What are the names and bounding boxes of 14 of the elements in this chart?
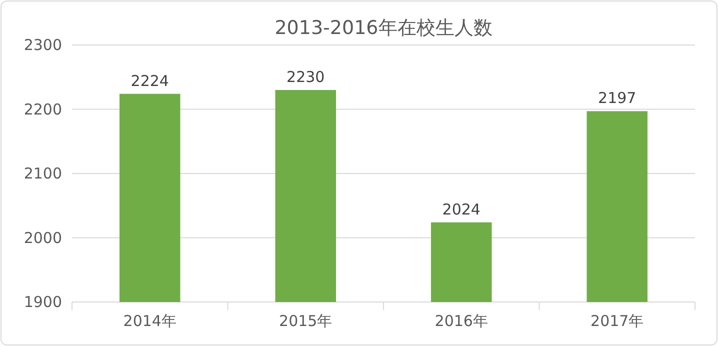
x-tick-label: 2017年 bbox=[590, 312, 644, 330]
data-label: 2230 bbox=[286, 68, 325, 86]
x-tick-label: 2014年 bbox=[123, 312, 176, 330]
chart-title: 2013-2016年在校生人数 bbox=[274, 17, 492, 39]
data-label: 2197 bbox=[598, 89, 636, 108]
data-label: 2224 bbox=[130, 72, 169, 90]
x-tick-label: 2016年 bbox=[434, 312, 488, 330]
y-tick-label: 2200 bbox=[24, 100, 62, 118]
y-tick-label: 2000 bbox=[24, 228, 62, 247]
x-tick-label: 2015年 bbox=[279, 312, 332, 330]
data-label: 2024 bbox=[442, 200, 480, 218]
y-tick-label: 2100 bbox=[24, 164, 62, 182]
y-tick-label: 1900 bbox=[24, 293, 62, 311]
y-tick-label: 2300 bbox=[24, 36, 62, 54]
